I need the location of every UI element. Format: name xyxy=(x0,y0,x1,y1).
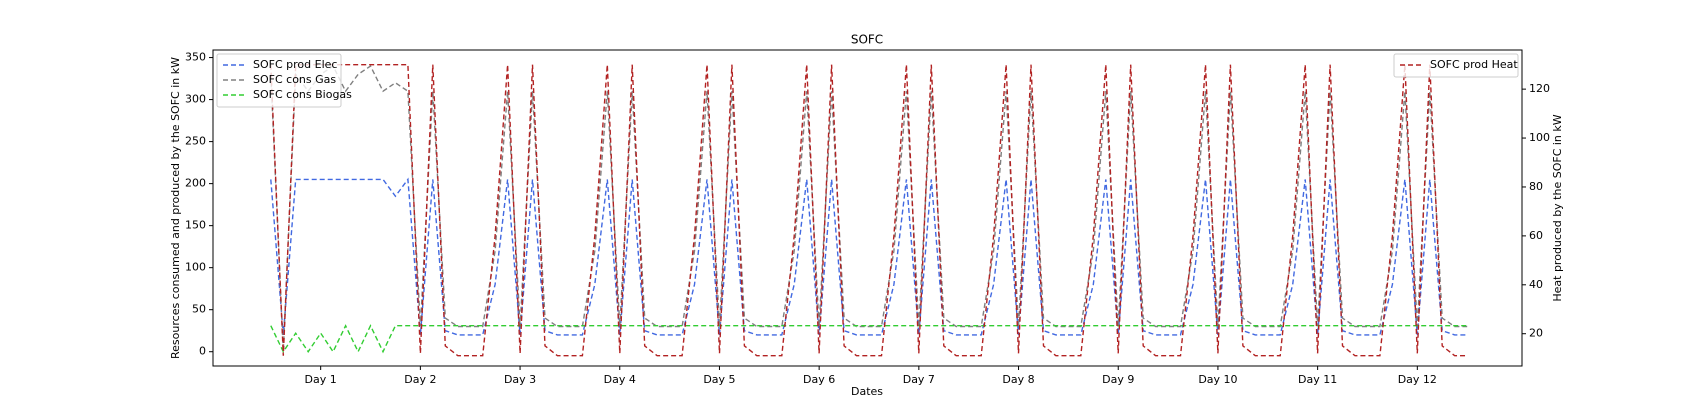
plot-frame xyxy=(212,49,1523,367)
y-tick-label: 150 xyxy=(185,219,206,232)
y2-tick-label: 20 xyxy=(1529,327,1543,340)
x-tick-label: Day 7 xyxy=(903,373,935,386)
x-axis-label: Dates xyxy=(851,385,883,398)
legend-box xyxy=(216,53,342,108)
series-line xyxy=(270,64,1468,352)
x-tick-label: Day 1 xyxy=(305,373,337,386)
y2-tick-label: 40 xyxy=(1529,278,1543,291)
y-tick-label: 0 xyxy=(199,345,206,358)
y-tick-label: 350 xyxy=(185,51,206,64)
legend-box xyxy=(1393,53,1519,78)
y-tick-label: 300 xyxy=(185,93,206,106)
x-tick-label: Day 4 xyxy=(604,373,636,386)
x-tick-label: Day 12 xyxy=(1398,373,1437,386)
y-tick-label: 250 xyxy=(185,135,206,148)
legend-label: SOFC prod Heat xyxy=(1430,58,1518,71)
y2-tick-label: 80 xyxy=(1529,180,1543,193)
series-line xyxy=(270,64,1468,357)
y-tick-label: 50 xyxy=(192,303,206,316)
legend-label: SOFC cons Gas xyxy=(253,73,336,86)
legend-label: SOFC prod Elec xyxy=(253,58,337,71)
chart-title: SOFC xyxy=(851,33,883,47)
y2-axis-label: Heat produced by the SOFC in kW xyxy=(1551,114,1564,301)
series-line xyxy=(270,324,1468,354)
y-tick-label: 200 xyxy=(185,177,206,190)
legend-label: SOFC cons Biogas xyxy=(253,88,352,101)
x-tick-label: Day 9 xyxy=(1102,373,1134,386)
x-tick-label: Day 10 xyxy=(1198,373,1237,386)
x-tick-label: Day 11 xyxy=(1298,373,1337,386)
x-tick-label: Day 8 xyxy=(1002,373,1034,386)
y2-tick-label: 60 xyxy=(1529,229,1543,242)
x-tick-label: Day 3 xyxy=(504,373,536,386)
x-tick-label: Day 5 xyxy=(703,373,735,386)
y2-tick-label: 120 xyxy=(1529,82,1550,95)
y2-tick-label: 100 xyxy=(1529,131,1550,144)
y-axis-label: Resources consumed and produced by the S… xyxy=(169,57,182,359)
x-tick-label: Day 6 xyxy=(803,373,835,386)
series-line xyxy=(270,177,1468,336)
y-tick-label: 100 xyxy=(185,261,206,274)
x-tick-label: Day 2 xyxy=(404,373,436,386)
